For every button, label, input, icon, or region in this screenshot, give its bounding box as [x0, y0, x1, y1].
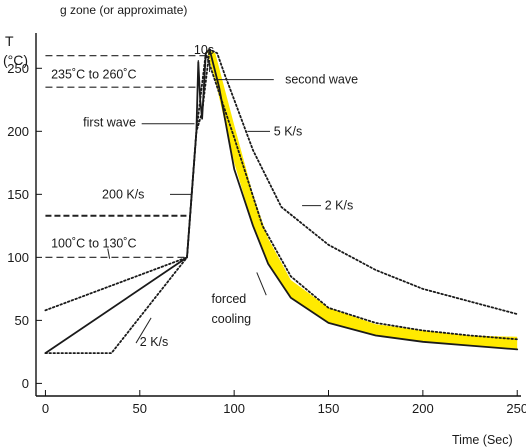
- top-caption: g zone (or approximate): [60, 3, 187, 17]
- y-axis-unit: (°C): [3, 52, 28, 68]
- x-tick-label-0: 0: [42, 401, 49, 416]
- annotation-9: 2 K/s: [140, 335, 169, 349]
- leader-line-5: [107, 248, 111, 259]
- y-tick-label-250: 250: [7, 61, 29, 76]
- dotted-profile-1: [44, 48, 519, 316]
- annotation-4: 200 K/s: [102, 187, 144, 201]
- annotation-6: 100˚C to 130˚C: [51, 236, 136, 250]
- annotation-8: cooling: [212, 312, 252, 326]
- y-axis-label: T: [5, 33, 14, 49]
- x-tick-label-100: 100: [223, 401, 245, 416]
- solid-profile-0: [44, 48, 519, 355]
- annotation-2: second wave: [285, 73, 358, 87]
- y-tick-label-0: 0: [22, 376, 29, 391]
- annotation-3: 5 K/s: [274, 124, 303, 138]
- y-tick-label-100: 100: [7, 250, 29, 265]
- leader-line-6: [256, 272, 267, 296]
- x-tick-label-250: 250: [506, 401, 526, 416]
- annotation-5: 2 K/s: [325, 199, 354, 213]
- x-tick-label-200: 200: [412, 401, 434, 416]
- plot-area: 10s 235˚C to 260˚C first wave second wave 5 …: [7, 33, 526, 416]
- leader-line-7: [135, 317, 152, 344]
- y-tick-label-200: 200: [7, 124, 29, 139]
- x-axis-label: Time (Sec): [452, 433, 513, 447]
- forced-cooling-band: [207, 49, 518, 350]
- y-tick-label-50: 50: [15, 313, 29, 328]
- annotation-1: first wave: [83, 115, 136, 129]
- x-tick-label-150: 150: [318, 401, 340, 416]
- dotted-profile-2: [44, 52, 519, 355]
- x-tick-label-50: 50: [133, 401, 147, 416]
- annotation-0: 235˚C to 260˚C: [51, 68, 136, 82]
- y-tick-label-150: 150: [7, 187, 29, 202]
- annotation-7: forced: [212, 292, 247, 306]
- ten-second-label: 10s: [194, 43, 214, 57]
